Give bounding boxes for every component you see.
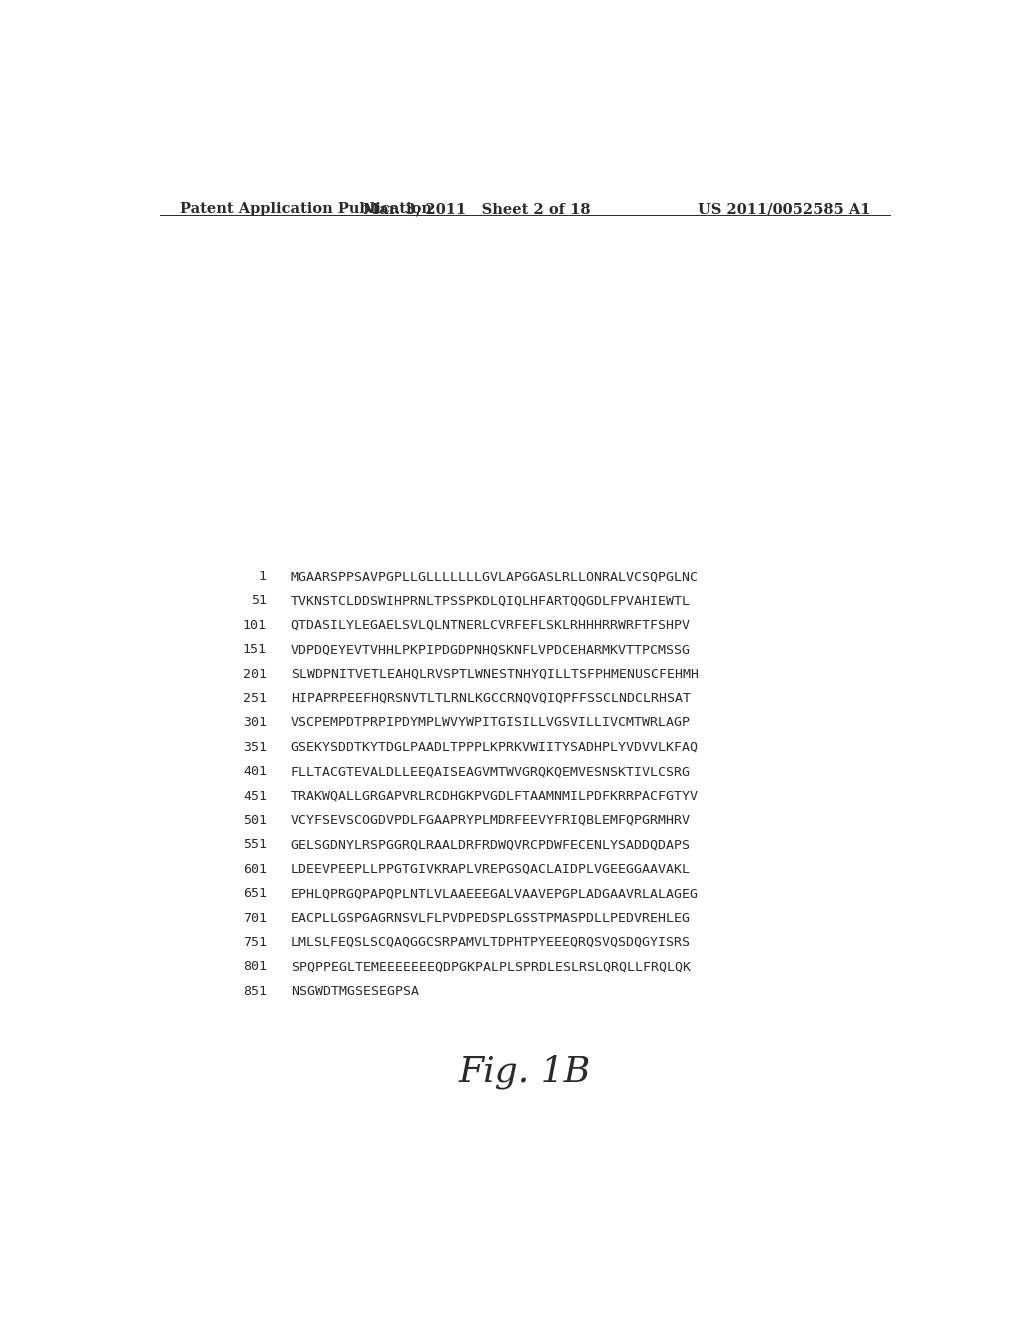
Text: 651: 651 bbox=[243, 887, 267, 900]
Text: 401: 401 bbox=[243, 766, 267, 779]
Text: US 2011/0052585 A1: US 2011/0052585 A1 bbox=[697, 202, 870, 216]
Text: 701: 701 bbox=[243, 912, 267, 924]
Text: TRAKWQALLGRGAPVRLRCDHGKPVGDLFTAAMNMILPDFKRRPACFGTYV: TRAKWQALLGRGAPVRLRCDHGKPVGDLFTAAMNMILPDF… bbox=[291, 789, 698, 803]
Text: FLLTACGTEVALDLLEEQAISEAGVMTWVGRQKQEMVESNSKTIVLCSRG: FLLTACGTEVALDLLEEQAISEAGVMTWVGRQKQEMVESN… bbox=[291, 766, 690, 779]
Text: 51: 51 bbox=[251, 594, 267, 607]
Text: GELSGDNYLRSPGGRQLRAALDRFRDWQVRCPDWFECENLYSADDQDAPS: GELSGDNYLRSPGGRQLRAALDRFRDWQVRCPDWFECENL… bbox=[291, 838, 690, 851]
Text: VCYFSEVSCOGDVPDLFGAAPRYPLMDRFEEVYFRIQBLEMFQPGRMHRV: VCYFSEVSCOGDVPDLFGAAPRYPLMDRFEEVYFRIQBLE… bbox=[291, 814, 690, 826]
Text: GSEKYSDDTKYTDGLPAADLTPPPLKPRKVWIITYSADHPLYVDVVLKFAQ: GSEKYSDDTKYTDGLPAADLTPPPLKPRKVWIITYSADHP… bbox=[291, 741, 698, 754]
Text: Fig. 1B: Fig. 1B bbox=[459, 1055, 591, 1089]
Text: QTDASILYLEGAELSVLQLNTNERLCVRFEFLSKLRHHHRRWRFTFSHPV: QTDASILYLEGAELSVLQLNTNERLCVRFEFLSKLRHHHR… bbox=[291, 619, 690, 632]
Text: MGAARSPPSAVPGPLLGLLLLLLLGVLAPGGASLRLLONRALVCSQPGLNC: MGAARSPPSAVPGPLLGLLLLLLLGVLAPGGASLRLLONR… bbox=[291, 570, 698, 583]
Text: 501: 501 bbox=[243, 814, 267, 826]
Text: SPQPPEGLTEMEEEEEEEQDPGKPALPLSPRDLESLRSLQRQLLFRQLQK: SPQPPEGLTEMEEEEEEEQDPGKPALPLSPRDLESLRSLQ… bbox=[291, 961, 690, 973]
Text: LDEEVPEEPLLPPGTGIVKRAPLVREPGSQACLAIDPLVGEEGGAAVAKL: LDEEVPEEPLLPPGTGIVKRAPLVREPGSQACLAIDPLVG… bbox=[291, 863, 690, 875]
Text: EPHLQPRGQPAPQPLNTLVLAAEEEGALVAAVEPGPLADGAAVRLALAGEG: EPHLQPRGQPAPQPLNTLVLAAEEEGALVAAVEPGPLADG… bbox=[291, 887, 698, 900]
Text: 151: 151 bbox=[243, 643, 267, 656]
Text: 101: 101 bbox=[243, 619, 267, 632]
Text: VSCPEMPDTPRPIPDYMPLWVYWPITGISILLVGSVILLIVCMTWRLAGP: VSCPEMPDTPRPIPDYMPLWVYWPITGISILLVGSVILLI… bbox=[291, 717, 690, 730]
Text: 1: 1 bbox=[259, 570, 267, 583]
Text: SLWDPNITVETLEAHQLRVSPTLWNESTNHYQILLTSFPHMENUSCFEHMH: SLWDPNITVETLEAHQLRVSPTLWNESTNHYQILLTSFPH… bbox=[291, 668, 698, 681]
Text: HIPAPRPEEFHQRSNVTLTLRNLKGCCRNQVQIQPFFSSCLNDCLRHSAT: HIPAPRPEEFHQRSNVTLTLRNLKGCCRNQVQIQPFFSSC… bbox=[291, 692, 690, 705]
Text: 451: 451 bbox=[243, 789, 267, 803]
Text: 601: 601 bbox=[243, 863, 267, 875]
Text: Mar. 3, 2011   Sheet 2 of 18: Mar. 3, 2011 Sheet 2 of 18 bbox=[364, 202, 591, 216]
Text: 551: 551 bbox=[243, 838, 267, 851]
Text: 201: 201 bbox=[243, 668, 267, 681]
Text: EACPLLGSPGAGRNSVLFLPVDPEDSPLGSSTPMASPDLLPEDVREHLEG: EACPLLGSPGAGRNSVLFLPVDPEDSPLGSSTPMASPDLL… bbox=[291, 912, 690, 924]
Text: 351: 351 bbox=[243, 741, 267, 754]
Text: 751: 751 bbox=[243, 936, 267, 949]
Text: 301: 301 bbox=[243, 717, 267, 730]
Text: VDPDQEYEVTVHHLPKPIPDGDPNHQSKNFLVPDCEHARMKVTTPCMSSG: VDPDQEYEVTVHHLPKPIPDGDPNHQSKNFLVPDCEHARM… bbox=[291, 643, 690, 656]
Text: Patent Application Publication: Patent Application Publication bbox=[179, 202, 431, 216]
Text: LMLSLFEQSLSCQAQGGCSRPAMVLTDPHTPYEEEQRQSVQSDQGYISRS: LMLSLFEQSLSCQAQGGCSRPAMVLTDPHTPYEEEQRQSV… bbox=[291, 936, 690, 949]
Text: 801: 801 bbox=[243, 961, 267, 973]
Text: TVKNSTCLDDSWIHPRNLTPSSPKDLQIQLHFARTQQGDLFPVAHIEWTL: TVKNSTCLDDSWIHPRNLTPSSPKDLQIQLHFARTQQGDL… bbox=[291, 594, 690, 607]
Text: NSGWDTMGSESEGPSA: NSGWDTMGSESEGPSA bbox=[291, 985, 419, 998]
Text: 251: 251 bbox=[243, 692, 267, 705]
Text: 851: 851 bbox=[243, 985, 267, 998]
